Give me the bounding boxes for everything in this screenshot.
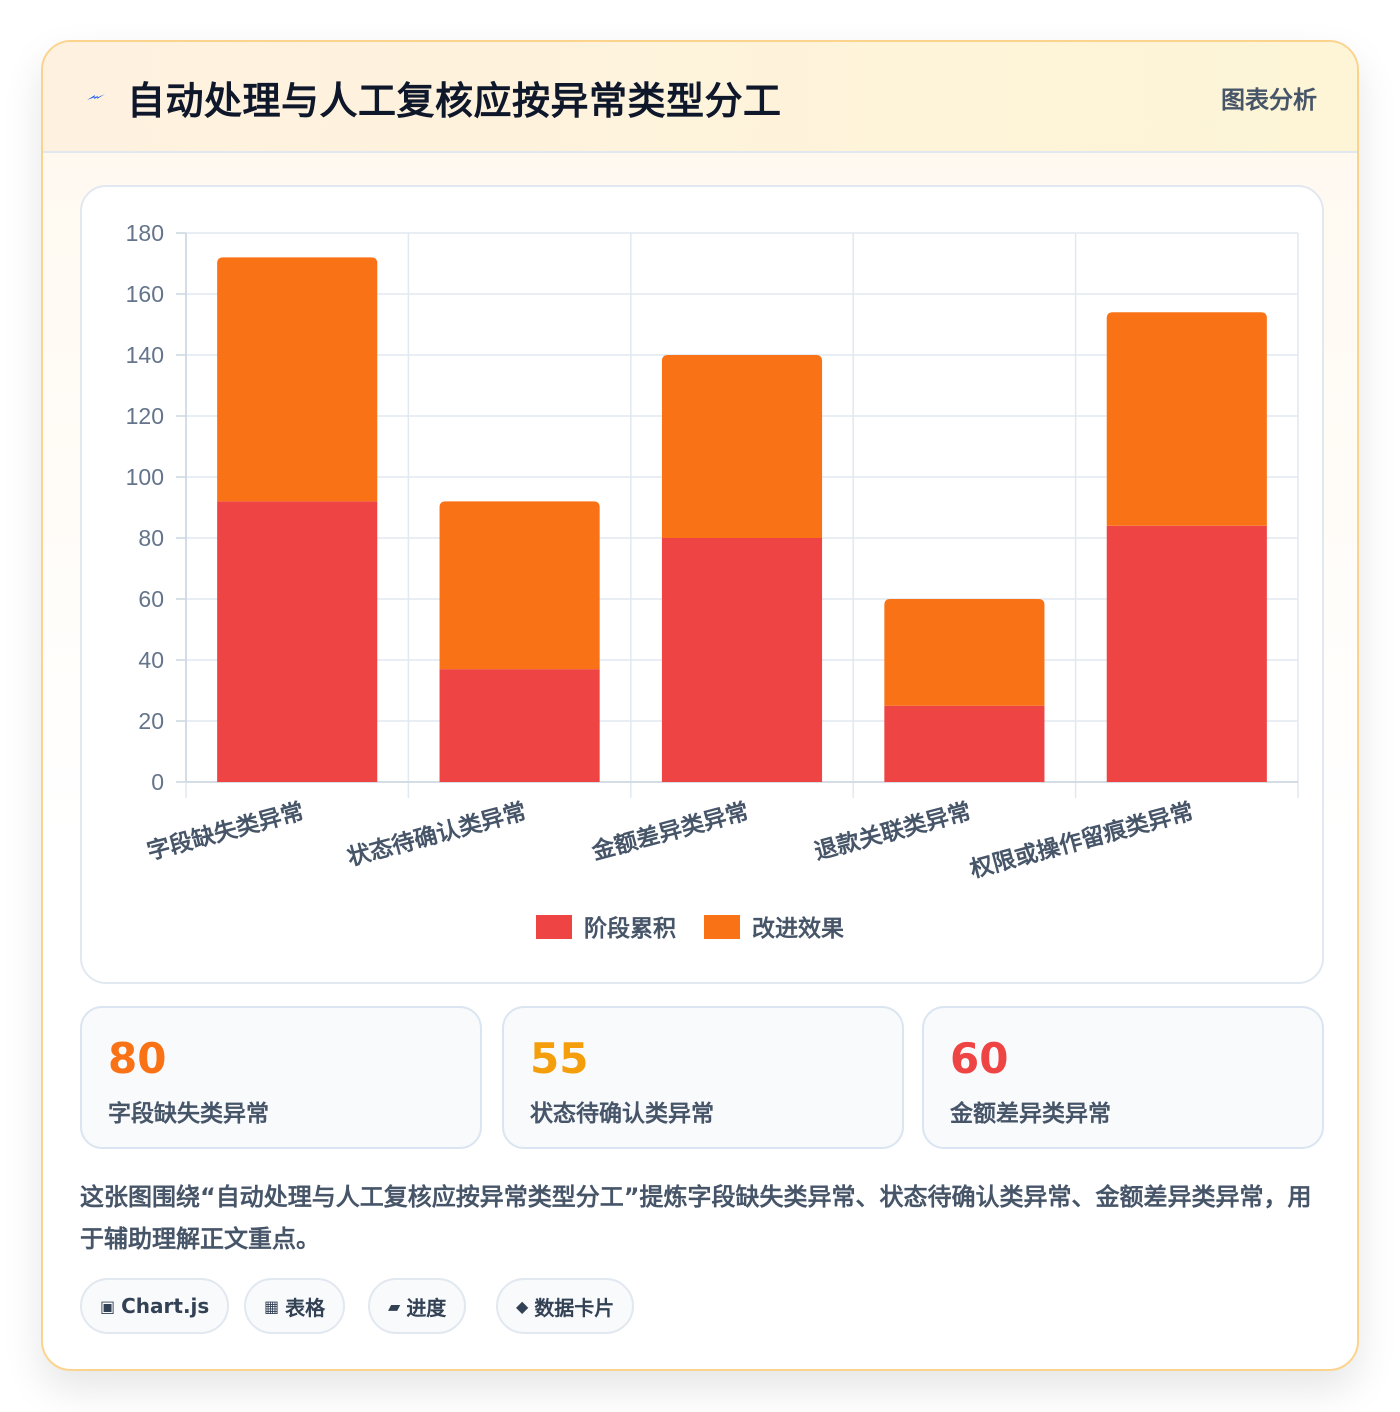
- tag-chartjs[interactable]: ▣ Chart.js: [80, 1278, 230, 1334]
- chart-card: 自动处理与人工复核应按异常类型分工 图表分析 0 20 40 60 80 100 120 14…: [41, 40, 1359, 1371]
- stat-card-2: 55 状态待确认类异常: [502, 1006, 904, 1149]
- y-tick-label: 160: [126, 281, 164, 307]
- stat-label: 金额差异类异常: [950, 1101, 1111, 1127]
- tag-label: 表格: [285, 1295, 326, 1320]
- y-tick-label: 20: [138, 708, 164, 734]
- x-tick-label: 状态待确认类异常: [344, 798, 529, 872]
- y-tick-label: 140: [126, 342, 164, 368]
- legend-label: 阶段累积: [584, 915, 676, 942]
- x-tick-label: 权限或操作留痕类异常: [966, 798, 1196, 884]
- square-icon: ▣: [100, 1296, 116, 1316]
- chart-description: 这张图围绕“自动处理与人工复核应按异常类型分工”提炼字段缺失类异常、状态待确认类…: [80, 1183, 1312, 1253]
- legend-swatch: [536, 915, 572, 939]
- bar-segment: [661, 355, 823, 538]
- x-tick-label: 字段缺失类异常: [144, 798, 307, 866]
- progress-icon: ▰: [388, 1296, 401, 1316]
- chart-panel: 0 20 40 60 80 100 120 140 160 180 字段缺失类异常 状态待确认类异常金…: [80, 185, 1324, 984]
- bar-segment: [884, 599, 1045, 706]
- y-tick-label: 80: [138, 525, 164, 551]
- tag-progress[interactable]: ▰ 进度: [368, 1278, 467, 1334]
- stat-card-1: 80 字段缺失类异常: [80, 1006, 482, 1149]
- stat-label: 字段缺失类异常: [108, 1101, 269, 1127]
- y-tick-label: 60: [138, 586, 164, 612]
- y-tick-label: 100: [126, 464, 164, 490]
- stat-card-3: 60 金额差异类异常: [922, 1006, 1324, 1149]
- bar-segment: [439, 501, 600, 670]
- chart-type-badge: 图表分析: [1221, 86, 1317, 114]
- stat-label: 状态待确认类异常: [530, 1101, 714, 1127]
- bar-segment: [661, 538, 823, 782]
- tag-label: 数据卡片: [534, 1295, 615, 1320]
- tag-data-card[interactable]: ◆ 数据卡片: [496, 1278, 635, 1334]
- page-title: 自动处理与人工复核应按异常类型分工: [127, 79, 782, 123]
- stat-value: 60: [950, 1034, 1009, 1083]
- tag-label: Chart.js: [121, 1294, 210, 1318]
- card-header: 自动处理与人工复核应按异常类型分工 图表分析: [43, 42, 1357, 153]
- tag-table[interactable]: ▦ 表格: [244, 1278, 346, 1334]
- lightning-icon: [87, 94, 105, 100]
- stat-value: 55: [530, 1034, 589, 1083]
- y-tick-label: 120: [126, 403, 164, 429]
- diamond-icon: ◆: [516, 1296, 529, 1316]
- y-tick-label: 180: [126, 220, 164, 246]
- bar-segment: [884, 705, 1045, 782]
- bar-segment: [439, 669, 600, 782]
- grid-icon: ▦: [264, 1296, 280, 1316]
- y-tick-label: 0: [151, 769, 164, 795]
- tag-label: 进度: [406, 1295, 447, 1320]
- x-tick-label: 退款关联类异常: [811, 798, 974, 866]
- legend-swatch: [704, 915, 740, 939]
- legend-label: 改进效果: [752, 915, 844, 942]
- bar-segment: [1106, 525, 1267, 782]
- x-tick-label: 金额差异类异常: [588, 798, 751, 866]
- stat-value: 80: [108, 1034, 167, 1083]
- bar-segment: [1106, 312, 1267, 526]
- stacked-bar-chart: 0 20 40 60 80 100 120 140 160 180 字段缺失类异常 状态待确认类异常金…: [126, 220, 1299, 942]
- y-tick-label: 40: [138, 647, 164, 673]
- bar-segment: [217, 501, 378, 782]
- bar-segment: [217, 257, 378, 502]
